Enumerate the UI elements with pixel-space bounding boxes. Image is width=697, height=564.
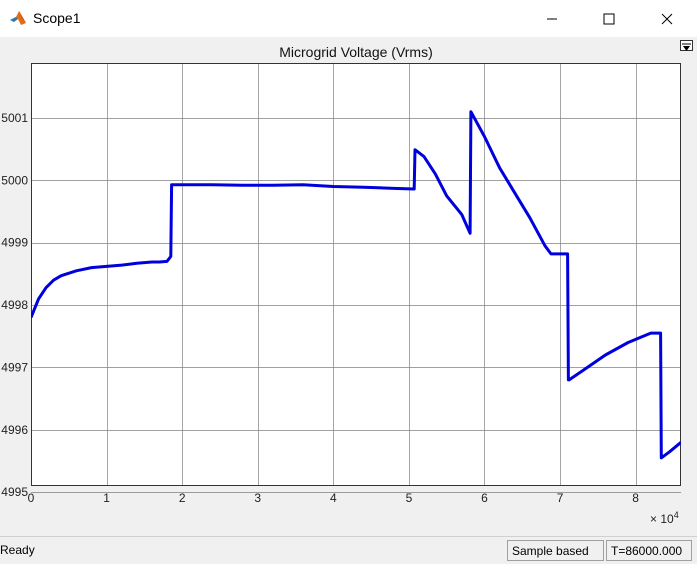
down-arrow-icon	[682, 43, 691, 51]
x-tick-label: 2	[179, 491, 186, 505]
minimize-button[interactable]	[529, 0, 575, 37]
axes-background	[31, 63, 681, 486]
x-tick-label: 7	[557, 491, 564, 505]
x-tick-label: 5	[406, 491, 413, 505]
chart-line-layer	[31, 110, 681, 460]
maximize-icon	[603, 13, 615, 24]
status-bar: Ready Sample based T=86000.000	[0, 536, 697, 564]
status-sample-mode: Sample based	[507, 540, 604, 561]
window-title: Scope1	[33, 10, 81, 26]
plot-title: Microgrid Voltage (Vrms)	[279, 44, 433, 60]
status-ready: Ready	[0, 543, 35, 557]
x-exponent-power: 4	[673, 510, 679, 520]
x-tick-label: 3	[254, 491, 261, 505]
x-axis-exponent: × 104	[650, 510, 679, 526]
scope-plot-area: Microgrid Voltage (Vrms) 0 1 2 3 4 5 6 7 8 4995 49…	[0, 37, 697, 536]
x-tick-label: 6	[481, 491, 488, 505]
voltage-chart[interactable]: 0 1 2 3 4 5 6 7 8 4995 4996 4997 4998 4999 5000 5001	[0, 37, 697, 536]
dock-arrow-icon[interactable]	[680, 40, 693, 51]
y-tick-label: 5001	[1, 111, 28, 125]
close-icon	[661, 13, 673, 24]
y-tick-label: 4999	[1, 236, 28, 250]
matlab-icon	[9, 9, 27, 27]
x-tick-label: 4	[330, 491, 337, 505]
y-tick-label: 4995	[1, 485, 28, 499]
x-tick-label: 8	[632, 491, 639, 505]
x-tick-label: 0	[28, 491, 35, 505]
x-tick-label: 1	[103, 491, 110, 505]
window-titlebar: Scope1	[0, 0, 697, 37]
series-line	[31, 110, 681, 460]
maximize-button[interactable]	[586, 0, 632, 37]
y-tick-label: 4996	[1, 423, 28, 437]
y-tick-label: 4998	[1, 298, 28, 312]
axes-border	[31, 63, 681, 486]
chart-ticks: 0 1 2 3 4 5 6 7 8 4995 4996 4997 4998 4999 5000 5001	[1, 111, 639, 505]
close-button[interactable]	[644, 0, 690, 37]
x-exponent-base: × 10	[650, 512, 674, 526]
minimize-icon	[547, 18, 557, 19]
y-tick-label: 4997	[1, 360, 28, 374]
y-tick-label: 5000	[1, 173, 28, 187]
status-time: T=86000.000	[606, 540, 692, 561]
chart-grid	[31, 63, 681, 493]
